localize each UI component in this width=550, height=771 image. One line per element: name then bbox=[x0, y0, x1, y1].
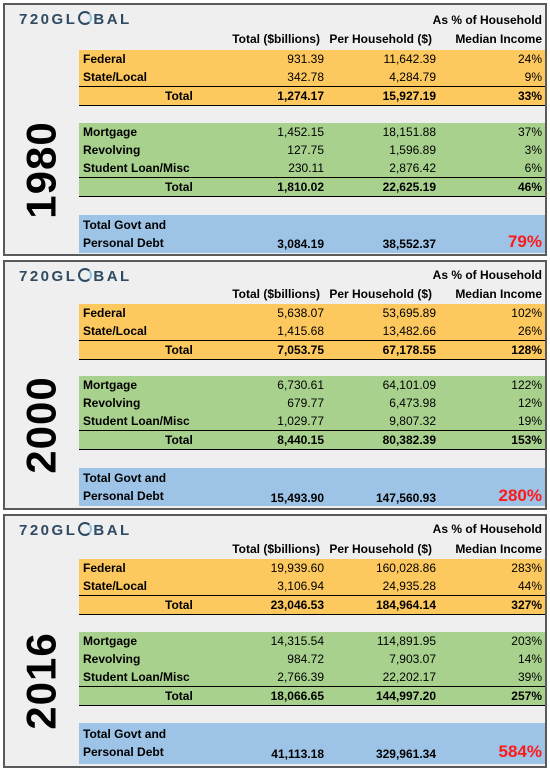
header-per-household: Per Household ($) bbox=[329, 32, 432, 46]
year-label: 1980 bbox=[18, 121, 65, 219]
grand-total-label-line2: Personal Debt bbox=[83, 236, 164, 250]
table-row: Mortgage 14,315.54 114,891.95 203% bbox=[83, 634, 542, 648]
table-row: Federal 19,939.60 160,028.86 283% bbox=[83, 561, 542, 575]
header-pct-line1: As % of Household bbox=[432, 522, 542, 536]
panel-1980: 720GL BAL As % of Household Total ($billi… bbox=[3, 3, 547, 256]
govt-total-row: Total 1,274.17 15,927.19 33% bbox=[79, 86, 545, 106]
govt-total-row: Total 23,046.53 184,964.14 327% bbox=[79, 595, 545, 615]
govt-debt-block: Federal 19,939.60 160,028.86 283% State/Loc… bbox=[79, 559, 545, 615]
header-pct-line1: As % of Household bbox=[432, 268, 542, 282]
header-total: Total ($billions) bbox=[232, 542, 320, 556]
grand-total-label-line1: Total Govt and bbox=[83, 727, 167, 741]
table-row: Student Loan/Misc 2,766.39 22,202.17 39% bbox=[83, 670, 542, 684]
grand-total-block: Total Govt and Personal Debt 3,084.19 38… bbox=[79, 215, 545, 253]
grand-total-label-line2: Personal Debt bbox=[83, 745, 164, 759]
table-row: Mortgage 1,452.15 18,151.88 37% bbox=[83, 125, 542, 139]
grand-total-value: 15,493.90 bbox=[270, 491, 324, 505]
panel-2000: 720GL BAL As % of Household Total ($billi… bbox=[3, 260, 547, 510]
table-row: Federal 5,638.07 53,695.89 102% bbox=[83, 306, 542, 320]
logo: 720GL BAL bbox=[19, 11, 132, 28]
panel-2016: 720GL BAL As % of Household Total ($billi… bbox=[3, 514, 547, 768]
header-pct-line2: Median Income bbox=[455, 542, 542, 556]
table-row: Student Loan/Misc 230.11 2,876.42 6% bbox=[83, 161, 542, 175]
personal-debt-block: Mortgage 6,730.61 64,101.09 122% Revolving 6… bbox=[79, 376, 545, 450]
table-row: State/Local 1,415.68 13,482.66 26% bbox=[83, 324, 542, 338]
personal-debt-block: Mortgage 14,315.54 114,891.95 203% Revolvin… bbox=[79, 632, 545, 706]
year-label: 2000 bbox=[18, 376, 65, 474]
grand-total-label-line2: Personal Debt bbox=[83, 489, 164, 503]
grand-pct-value: 79% bbox=[507, 232, 542, 251]
header-pct-line2: Median Income bbox=[455, 287, 542, 301]
grand-total-value: 3,084.19 bbox=[277, 237, 324, 251]
table-row: State/Local 3,106.94 24,935.28 44% bbox=[83, 579, 542, 593]
grand-pct-value: 584% bbox=[498, 742, 542, 761]
globe-icon bbox=[78, 522, 93, 536]
grand-pct-value: 280% bbox=[498, 486, 542, 505]
header-per-household: Per Household ($) bbox=[329, 542, 432, 556]
personal-debt-block: Mortgage 1,452.15 18,151.88 37% Revolving 12… bbox=[79, 123, 545, 197]
header-total: Total ($billions) bbox=[232, 287, 320, 301]
grand-total-label-line1: Total Govt and bbox=[83, 471, 167, 485]
header-pct-line1: As % of Household bbox=[432, 13, 542, 27]
grand-total-label-line1: Total Govt and bbox=[83, 218, 167, 232]
header-pct-line2: Median Income bbox=[455, 32, 542, 46]
table-row: Revolving 984.72 7,903.07 14% bbox=[83, 652, 542, 666]
logo: 720GL BAL bbox=[19, 268, 132, 285]
table-row: Mortgage 6,730.61 64,101.09 122% bbox=[83, 378, 542, 392]
grand-per-household-value: 38,552.37 bbox=[382, 237, 436, 251]
personal-total-row: Total 8,440.15 80,382.39 153% bbox=[79, 430, 545, 450]
globe-icon bbox=[78, 268, 93, 282]
logo: 720GL BAL bbox=[19, 522, 132, 539]
table-row: Revolving 679.77 6,473.98 12% bbox=[83, 396, 542, 410]
table-row: Revolving 127.75 1,596.89 3% bbox=[83, 143, 542, 157]
grand-per-household-value: 329,961.34 bbox=[375, 747, 436, 761]
header-per-household: Per Household ($) bbox=[329, 287, 432, 301]
globe-icon bbox=[78, 11, 93, 25]
grand-per-household-value: 147,560.93 bbox=[375, 491, 436, 505]
header-total: Total ($billions) bbox=[232, 32, 320, 46]
grand-total-value: 41,113.18 bbox=[271, 747, 324, 761]
table-row: State/Local 342.78 4,284.79 9% bbox=[83, 70, 542, 84]
table-row: Student Loan/Misc 1,029.77 9,807.32 19% bbox=[83, 414, 542, 428]
personal-total-row: Total 1,810.02 22,625.19 46% bbox=[79, 177, 545, 197]
grand-total-block: Total Govt and Personal Debt 15,493.90 1… bbox=[79, 468, 545, 506]
govt-debt-block: Federal 5,638.07 53,695.89 102% State/Local… bbox=[79, 304, 545, 360]
table-row: Federal 931.39 11,642.39 24% bbox=[83, 52, 542, 66]
govt-total-row: Total 7,053.75 67,178.55 128% bbox=[79, 340, 545, 360]
govt-debt-block: Federal 931.39 11,642.39 24% State/Local 342… bbox=[79, 50, 545, 106]
year-label: 2016 bbox=[18, 632, 65, 730]
grand-total-block: Total Govt and Personal Debt 41,113.18 3… bbox=[79, 723, 545, 764]
personal-total-row: Total 18,066.65 144,997.20 257% bbox=[79, 686, 545, 706]
